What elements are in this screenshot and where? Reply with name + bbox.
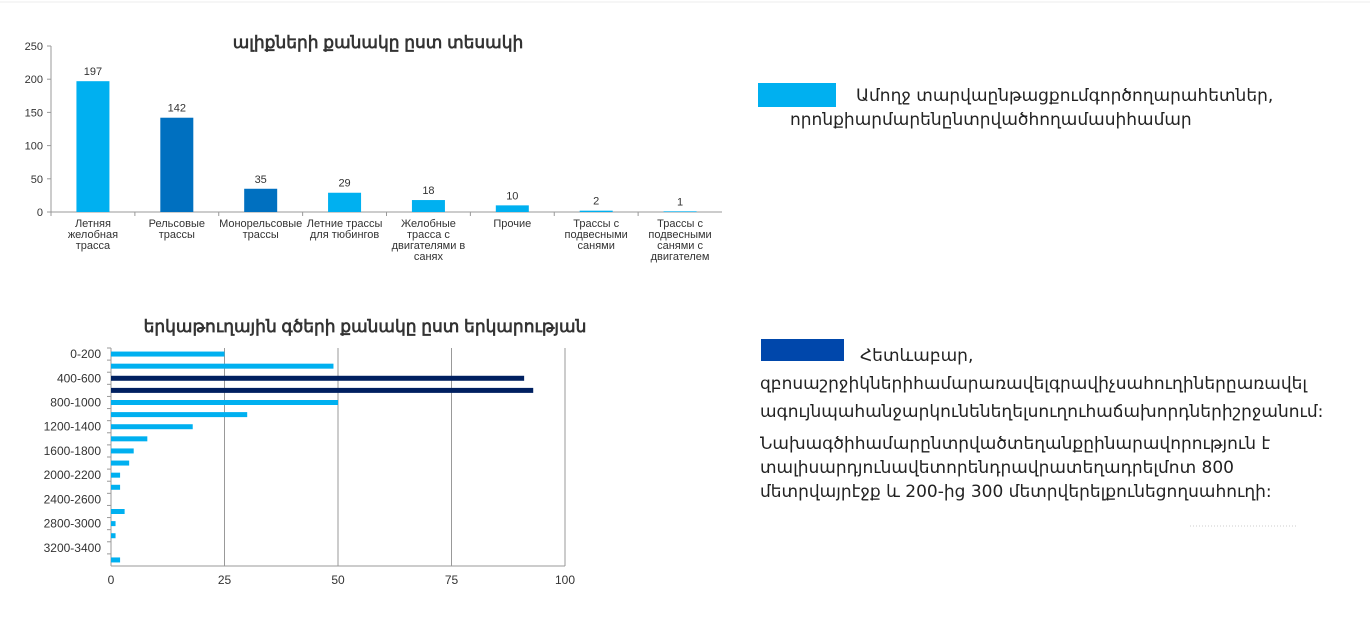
y-tick-label: 1200-1400 [44,420,102,434]
bar [495,205,529,212]
bar [244,188,278,212]
x-tick-label: Летняя желобная трасса [68,218,118,252]
legend-swatch [758,83,836,107]
x-tick-label: Желобные трасса с двигателями в санях [392,218,466,263]
x-tick-label: Рельсовые трассы [149,218,205,241]
bar [111,472,121,478]
y-tick-label: 0 [37,207,43,219]
y-tick-label: 800-1000 [50,396,101,410]
y-tick-label: 50 [31,174,43,186]
note-line: ագույնպահանջարկունենեղելսուղուհաճախորդնե… [760,402,1324,422]
y-tick-label: 2400-2600 [44,492,102,506]
bar [111,400,338,405]
bar [111,533,116,539]
y-tick-label: 200 [25,74,43,86]
note-line: մետրվայրէջք և 200-ից 300 մետրվերելքունեց… [760,482,1272,502]
y-tick-label: 1600-1800 [44,444,102,458]
data-label: 142 [168,103,186,115]
data-label: 29 [338,178,350,190]
y-tick-label: 400-600 [57,371,101,385]
x-tick-label: Прочие [493,218,531,230]
data-label: 197 [84,66,102,78]
y-tick-label: 150 [25,107,43,119]
bar [111,509,125,514]
y-tick-label: 3200-3400 [44,541,102,555]
x-tick-label: 0 [108,573,115,587]
bar [111,424,193,430]
bar [111,484,121,490]
y-tick-label: 0-200 [70,347,101,361]
bar [111,412,248,418]
bar [411,200,445,212]
bar [111,448,134,454]
bar [328,192,362,212]
x-tick-label: Трассы с подвесными санями с двигателем [648,218,711,263]
x-tick-label: Трассы с подвесными санями [565,218,628,252]
data-label: 10 [506,190,518,202]
y-tick-label: 2000-2200 [44,468,102,482]
bar [579,210,613,212]
bar [111,375,525,381]
bar [663,211,697,212]
legend-swatch [761,339,844,361]
note-line: զբոսաշրջիկներիհամարառավելգրավիչսահուղինե… [760,374,1308,394]
data-label: 35 [255,174,267,186]
x-tick-label: 25 [218,573,232,587]
bar [76,81,110,212]
bar [160,117,194,212]
x-tick-label: Летние трассы для тюбингов [307,218,383,241]
chart-title: երկաթուղային գծերի քանակը ըստ երկարությա… [144,317,587,336]
note-line: Հետևաբար, [860,346,974,366]
x-tick-label: 100 [555,573,575,587]
note-line: որոնքիարմարենընտրվածհողամասիհամար [790,110,1192,130]
y-tick-label: 2800-3000 [44,517,102,531]
data-label: 2 [593,196,599,208]
chart-title: ալիքների քանակը ըստ տեսակի [233,33,524,52]
x-tick-label: Монорельсовые трассы [219,218,302,241]
bar [111,521,116,527]
bar [111,436,148,442]
note: Ամողջ տարվաընթացքումգործողարահետներ, որո… [790,84,1273,132]
note-line: Ամողջ տարվաընթացքումգործողարահետներ, [856,86,1274,106]
y-tick-label: 250 [25,41,43,53]
data-label: 18 [422,185,434,197]
bar [111,363,334,369]
note-line: տալիսարդյունավետորենդրավրատեղադրելմոտ 80… [760,458,1234,478]
bar [111,387,534,393]
note: Նախագծիհամարընտրվածտեղանքըինարավորությու… [760,432,1272,504]
bar [111,351,225,357]
bar [111,557,121,563]
note: Հետևաբար, զբոսաշրջիկներիհամարառավելգրավի… [760,342,1323,426]
data-label: 1 [677,196,683,208]
note-line: Նախագծիհամարընտրվածտեղանքըինարավորությու… [760,434,1271,454]
x-tick-label: 50 [331,573,345,587]
bar [111,460,130,466]
x-tick-label: 75 [445,573,459,587]
y-tick-label: 100 [25,141,43,153]
